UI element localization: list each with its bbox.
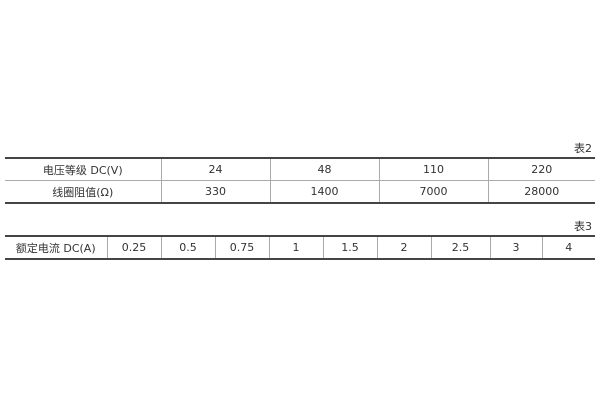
table-cell: 0.5 [160,236,215,259]
table-cell: 110 [378,158,488,181]
table-row: 线圈阻值(Ω) 330 1400 7000 28000 [5,180,595,203]
table-cell: 28000 [487,180,595,203]
table3-caption: 表3 [574,220,592,233]
table-cell: 2 [376,236,431,259]
table-cell: 电压等级 DC(V) [5,158,161,181]
table-cell: 7000 [378,180,488,203]
table-cell: 1400 [269,180,379,203]
table-cell: 0.25 [106,236,161,259]
table-cell: 4 [541,236,595,259]
table-cell: 额定电流 DC(A) [15,241,96,255]
table3: 额定电流 DC(A) 0.25 0.5 0.75 1 1.5 2 2.5 3 4 [5,235,595,260]
table-row: 额定电流 DC(A) 0.25 0.5 0.75 1 1.5 2 2.5 3 4 [5,236,595,259]
table-cell: 24 [160,158,270,181]
table-cell: 0.75 [214,236,269,259]
table-cell: 330 [160,180,270,203]
table-cell: 3 [489,236,542,259]
table-cell: 1.5 [322,236,377,259]
table-cell: 线圈阻值(Ω) [52,185,114,199]
table-cell: 220 [487,158,595,181]
table-cell: 1 [268,236,323,259]
table2-caption: 表2 [574,142,592,155]
table-cell: 48 [269,158,379,181]
table-cell: 2.5 [430,236,490,259]
table2: 电压等级 DC(V) 24 48 110 220 线圈阻值(Ω) 330 140… [5,157,595,204]
table-row: 电压等级 DC(V) 24 48 110 220 [5,158,595,181]
